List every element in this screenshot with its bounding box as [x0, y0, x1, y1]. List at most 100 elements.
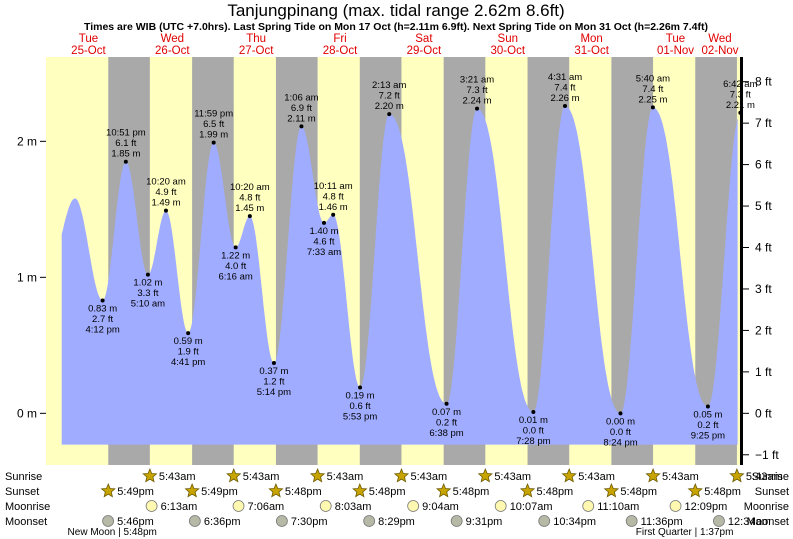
moonrise-icon [407, 500, 420, 512]
sunset-time: 5:48pm [369, 486, 406, 498]
sunrise-icon [393, 467, 410, 483]
sunrise-icon [309, 467, 326, 483]
low-tide-label: 1.40 m [309, 226, 338, 237]
sunset-time: 5:49pm [117, 486, 154, 498]
high-tide-label: 5:40 am [636, 73, 670, 84]
moonrise-time: 10:07am [510, 501, 553, 513]
high-tide-label: 2.26 m [550, 93, 579, 104]
sunset-icon [268, 482, 284, 498]
moonrise-icon [582, 500, 595, 512]
sunset-icon [687, 482, 703, 498]
sunset-icon [519, 482, 536, 498]
moonrise-icon [669, 500, 682, 512]
high-tide-label: 4.9 ft [155, 187, 176, 198]
low-tide-label: 4:12 pm [85, 324, 119, 335]
day-labels: Tue25-OctWed26-OctThu27-OctFri28-OctSat2… [71, 33, 739, 57]
day-date: 26-Oct [155, 45, 190, 57]
moonset-time: 6:36pm [204, 516, 241, 528]
low-tide-label: 0.6 ft [350, 401, 371, 412]
high-tide-point [387, 112, 392, 117]
moonrise-time: 9:04am [422, 501, 459, 513]
moonset-time: 7:30pm [291, 516, 328, 528]
low-tide-label: 6:38 pm [429, 428, 463, 439]
row-label-right: Sunrise [752, 471, 789, 483]
low-tide-point [444, 401, 449, 406]
low-tide-label: 0.2 ft [697, 420, 718, 431]
low-tide-label: 0.37 m [259, 366, 288, 377]
day-name: Mon [580, 33, 602, 45]
moon-phase-label: First Quarter | 1:37pm [636, 527, 734, 538]
row-label-right: Sunset [755, 486, 789, 498]
y-tick-label-ft: 6 ft [755, 158, 772, 172]
chart-subtitle: Times are WIB (UTC +7.0hrs). Last Spring… [84, 21, 708, 33]
high-tide-label: 7.2 ft [379, 91, 400, 102]
y-tick-label-ft: 4 ft [755, 241, 772, 255]
high-tide-label: 7.4 ft [642, 84, 663, 95]
high-tide-point [331, 212, 336, 217]
sunrise-icon [477, 467, 494, 483]
day-name: Sat [415, 33, 433, 45]
low-tide-label: 0.05 m [693, 410, 722, 421]
sun-moon-rows: Sunrise Sunrise Sunset Sunset Moonrise Moonri… [5, 467, 789, 538]
day-name: Wed [708, 33, 731, 45]
high-tide-label: 7.4 ft [554, 82, 575, 93]
high-tide-label: 11:59 pm [194, 109, 233, 120]
low-tide-label: 1.02 m [133, 278, 162, 289]
y-tick-label-ft: 7 ft [755, 116, 772, 130]
high-tide-label: 10:20 am [146, 177, 186, 188]
high-tide-label: 1.85 m [111, 149, 140, 160]
moonset-icon [713, 515, 725, 527]
high-tide-point [562, 103, 567, 108]
row-label-left: Sunrise [5, 471, 42, 483]
moonset-time: 9:31pm [466, 516, 503, 528]
y-tick-label-m: 0 m [17, 406, 37, 420]
sunrise-time: 5:43am [327, 471, 364, 483]
sunrise-icon [561, 467, 577, 483]
low-tide-label: 0.01 m [519, 415, 548, 426]
low-tide-label: 1.22 m [221, 250, 250, 261]
moonrise-time: 6:13am [161, 501, 198, 513]
moonrise-time: 7:06am [248, 501, 285, 513]
high-tide-label: 4.8 ft [239, 193, 260, 204]
day-date: 01-Nov [657, 45, 694, 57]
high-tide-label: 1:06 am [284, 92, 318, 103]
sunset-icon [100, 482, 116, 498]
sunset-time: 5:48pm [704, 486, 741, 498]
y-tick-label-ft: 1 ft [755, 365, 772, 379]
y-tick-label-ft: 8 ft [755, 75, 772, 89]
high-tide-label: 1.45 m [235, 203, 264, 214]
low-tide-point [100, 298, 105, 303]
high-tide-label: 10:20 am [230, 182, 270, 193]
moonrise-icon [145, 500, 158, 512]
low-tide-point [145, 272, 150, 277]
day-date: 28-Oct [323, 45, 358, 57]
low-tide-label: 5:10 am [131, 299, 165, 310]
low-tide-point [271, 361, 276, 365]
high-tide-label: 1.46 m [319, 202, 348, 213]
chart-title: Tanjungpinang (max. tidal range 2.62m 8.… [227, 1, 564, 20]
high-tide-label: 2.24 m [463, 96, 492, 107]
y-tick-label-ft: −1 ft [755, 448, 779, 462]
low-tide-point [233, 245, 238, 250]
sunrise-time: 5:43am [159, 471, 196, 483]
low-tide-label: 5:53 pm [343, 411, 377, 422]
low-tide-label: 4.6 ft [313, 236, 334, 247]
low-tide-label: 0.07 m [432, 407, 461, 418]
day-date: 25-Oct [71, 45, 106, 57]
moonset-icon [363, 515, 376, 527]
y-tick-label-ft: 3 ft [755, 282, 772, 296]
high-tide-label: 2.20 m [375, 101, 404, 112]
low-tide-label: 8:24 pm [603, 437, 637, 448]
y-tick-label-ft: 2 ft [755, 323, 772, 337]
low-tide-label: 0.0 ft [610, 427, 631, 438]
low-tide-point [618, 411, 623, 416]
moonset-icon [188, 515, 201, 527]
high-tide-label: 4:31 am [548, 72, 582, 83]
high-tide-point [123, 159, 128, 164]
moonset-time: 5:46pm [117, 516, 154, 528]
low-tide-label: 7:28 pm [516, 436, 550, 447]
high-tide-point [299, 124, 304, 129]
moonset-icon [538, 515, 551, 527]
sunrise-time: 5:43am [662, 471, 699, 483]
low-tide-point [705, 404, 710, 409]
